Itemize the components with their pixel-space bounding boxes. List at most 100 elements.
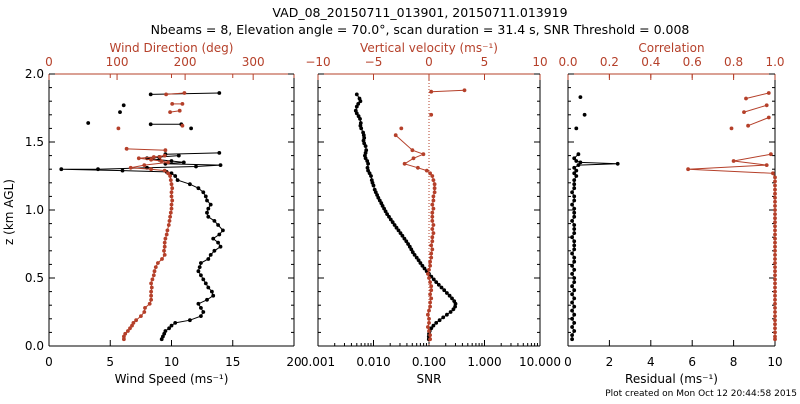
snr-point	[453, 304, 457, 309]
top-tick-label: 0	[45, 55, 53, 69]
vertical-velocity-point	[430, 219, 435, 223]
residual-point	[578, 95, 583, 99]
snr-point	[434, 321, 439, 325]
correlation-point	[773, 261, 777, 265]
wind-speed-point	[206, 257, 211, 261]
residual-point	[570, 284, 574, 289]
wind-speed-point	[121, 103, 126, 108]
wind-speed-point	[148, 92, 153, 97]
residual-point	[582, 112, 587, 117]
residual-point	[572, 186, 577, 191]
wind-speed-point	[217, 232, 222, 237]
snr-point	[422, 266, 427, 271]
wind-speed-point	[206, 285, 211, 290]
wind-direction-point	[128, 165, 133, 170]
wind-speed-point	[173, 174, 178, 178]
vertical-velocity-point	[424, 168, 429, 173]
bottom-tick-label: 0.010	[356, 355, 390, 369]
residual-point	[572, 276, 577, 280]
y-tick-label: 1.0	[25, 203, 44, 217]
snr-point	[420, 263, 425, 268]
wind-speed-point	[206, 206, 211, 211]
bottom-tick-label: 5	[106, 355, 114, 369]
correlation-point	[773, 220, 777, 225]
wind-direction-point	[164, 232, 169, 237]
vertical-velocity-point	[429, 251, 434, 256]
vertical-velocity-point	[428, 263, 432, 268]
vertical-velocity-point	[427, 267, 431, 272]
correlation-point	[744, 96, 748, 101]
correlation-point	[773, 269, 777, 274]
correlation-point	[773, 293, 777, 298]
vertical-velocity-point	[428, 337, 432, 342]
wind-direction-point	[130, 323, 134, 328]
vertical-velocity-point	[431, 178, 436, 183]
wind-direction-point	[159, 159, 164, 163]
snr-point	[400, 233, 405, 238]
bottom-tick-label: 0.100	[412, 355, 446, 369]
correlation-point	[773, 289, 777, 294]
correlation-point	[773, 191, 777, 196]
snr-point	[414, 255, 419, 260]
wind-speed-point	[199, 261, 203, 265]
wind-direction-point	[122, 337, 126, 342]
vertical-velocity-point	[430, 202, 435, 207]
correlation-line	[743, 104, 767, 113]
correlation-point	[773, 204, 777, 208]
vertical-velocity-point	[430, 247, 435, 252]
vertical-velocity-point	[431, 198, 436, 203]
wind-direction-point	[156, 261, 160, 265]
vertical-velocity-point	[426, 312, 430, 317]
top-tick-label: 0.4	[641, 55, 660, 69]
residual-point	[570, 219, 574, 223]
wind-direction-point	[169, 190, 174, 195]
wind-direction-point	[152, 269, 157, 274]
correlation-point	[773, 253, 777, 257]
wind-direction-point	[149, 289, 154, 294]
wind-speed-point	[169, 323, 174, 328]
correlation-point	[773, 273, 777, 278]
vertical-velocity-point	[429, 284, 434, 289]
snr-point	[402, 236, 407, 241]
correlation-point	[773, 175, 777, 180]
snr-point	[369, 174, 373, 178]
vertical-velocity-point	[429, 89, 434, 94]
wind-direction-point	[163, 236, 168, 241]
residual-point	[615, 161, 620, 166]
wind-direction-point	[128, 326, 132, 331]
bottom-tick-label: 15	[225, 355, 240, 369]
snr-point	[354, 111, 359, 116]
wind-direction-point	[169, 182, 174, 187]
correlation-point	[773, 297, 777, 302]
correlation-line	[688, 153, 776, 340]
wind-direction-point	[142, 163, 147, 168]
bottom-axis-title: SNR	[417, 372, 442, 386]
vertical-velocity-point	[430, 174, 435, 178]
top-tick-label: 0.8	[724, 55, 743, 69]
vertical-velocity-point	[430, 214, 435, 219]
top-tick-label: 0	[425, 55, 433, 69]
vertical-velocity-point	[430, 227, 435, 231]
correlation-point	[773, 322, 777, 327]
wind-direction-point	[166, 223, 171, 227]
correlation-point	[773, 301, 777, 306]
residual-point	[572, 296, 577, 301]
residual-point	[572, 156, 577, 161]
snr-point	[358, 99, 363, 104]
correlation-point	[773, 281, 777, 286]
wind-speed-point	[217, 151, 222, 155]
wind-direction-line	[126, 148, 166, 151]
wind-direction-point	[149, 167, 154, 172]
correlation-point	[764, 103, 769, 108]
bottom-axis-title: Residual (ms⁻¹)	[625, 372, 718, 386]
snr-point	[442, 288, 447, 293]
top-tick-label: 0.0	[558, 55, 577, 69]
wind-speed-point	[118, 110, 122, 114]
residual-point	[572, 223, 577, 227]
residual-point	[572, 255, 577, 260]
correlation-point	[773, 179, 777, 184]
wind-speed-point	[211, 293, 216, 298]
top-tick-label: 300	[242, 55, 265, 69]
snr-point	[358, 117, 362, 121]
